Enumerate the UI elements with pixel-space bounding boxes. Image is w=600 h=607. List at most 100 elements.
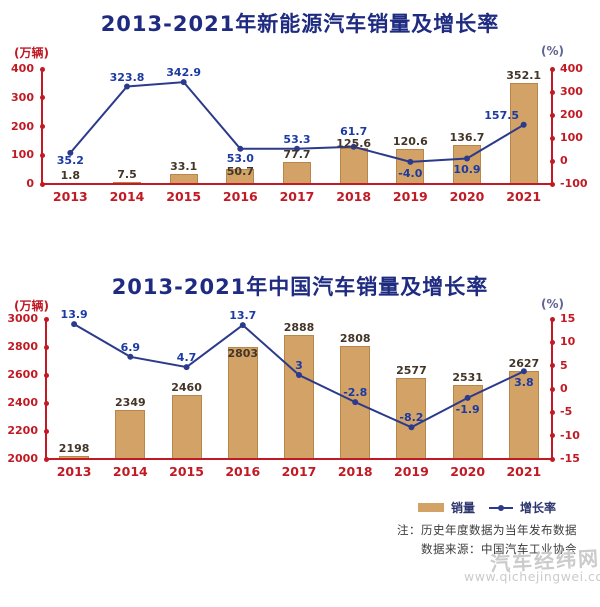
line-point [183, 364, 190, 371]
note-source-line1: 注：历史年度数据为当年发布数据 [397, 523, 577, 537]
y-axis-right-tick-label: 10 [560, 335, 576, 349]
legend-item-growth: 增长率 [489, 499, 556, 516]
y-axis-left-tick-label: 2200 [7, 424, 38, 437]
axis-tick-dot [39, 181, 45, 187]
line-value-label: -4.0 [398, 166, 423, 180]
axis-tick-dot [549, 386, 555, 392]
line-value-label: 157.5 [484, 108, 520, 122]
y-axis-right-tick-label: 0 [560, 154, 568, 167]
bar-value-label: 2888 [283, 320, 315, 334]
line-value-label: 53.3 [283, 132, 311, 146]
bar-value-label: 2627 [508, 357, 540, 371]
legend-item-sales: 销量 [418, 499, 475, 516]
axis-tick-dot [549, 89, 555, 95]
axis-tick-dot [43, 456, 49, 462]
axis-tick-dot [549, 158, 555, 164]
chart2-right-axis-unit: (%) [541, 297, 564, 311]
bar-value-label: 125.6 [336, 136, 372, 150]
year-label: 2020 [449, 189, 485, 204]
chart1-left-axis-unit: (万辆) [14, 46, 49, 60]
year-label: 2014 [112, 464, 148, 479]
axis-tick-dot [549, 66, 555, 72]
y-axis-right-tick-label: 100 [560, 131, 583, 144]
y-axis-left [45, 319, 47, 460]
bar-value-label: 2803 [227, 346, 259, 360]
y-axis-right-tick-label: 0 [560, 382, 568, 395]
footnotes: 注：历史年度数据为当年发布数据 数据来源：中国汽车工业协会 [397, 521, 577, 559]
y-axis-left-tick-label: 200 [11, 119, 34, 133]
year-label: 2016 [222, 189, 258, 204]
sales-bar [171, 394, 202, 459]
y-axis-right-tick-label: 15 [560, 312, 576, 325]
y-axis-left-tick-label: 3000 [7, 312, 38, 325]
bar-value-label: 77.7 [283, 147, 311, 161]
axis-tick-dot [549, 339, 555, 345]
x-axis [45, 458, 553, 460]
bar-value-label: 2577 [396, 364, 427, 378]
bar-value-label: 136.7 [449, 130, 485, 144]
line-point [464, 394, 471, 401]
growth-line-marker [489, 504, 514, 511]
y-axis-right-tick-label: -10 [560, 428, 580, 442]
chart2-left-axis-unit: (万辆) [14, 299, 49, 313]
line-value-label: 13.7 [229, 309, 257, 323]
line-value-label: 61.7 [340, 124, 368, 138]
bar-value-label: 2349 [115, 396, 146, 410]
y-axis-left-tick-label: 2000 [7, 452, 38, 465]
line-point [124, 83, 130, 90]
sales-bar [284, 334, 314, 459]
axis-tick-dot [549, 433, 555, 439]
legend-label-growth: 增长率 [520, 501, 557, 515]
y-axis-right-tick-label: -5 [560, 405, 573, 419]
year-label: 2014 [109, 189, 145, 204]
sales-bar [339, 147, 368, 184]
y-axis-right-tick-label: 5 [560, 358, 568, 372]
line-point [408, 424, 415, 431]
year-label: 2017 [281, 464, 317, 479]
year-label: 2019 [392, 189, 428, 204]
line-value-label: -8.2 [399, 411, 424, 425]
line-point [127, 353, 134, 360]
year-label: 2021 [506, 189, 542, 204]
year-label: 2018 [337, 464, 373, 479]
axis-tick-dot [39, 66, 45, 72]
line-point [239, 322, 246, 329]
line-value-label: 35.2 [56, 153, 84, 167]
y-axis-left-tick-label: 300 [11, 90, 34, 104]
y-axis-left-tick-label: 2800 [7, 340, 38, 353]
line-point [352, 399, 359, 406]
bar-value-label: 1.8 [60, 168, 81, 182]
y-axis-left-tick-label: 100 [11, 148, 34, 162]
line-value-label: 53.0 [226, 151, 254, 165]
y-axis-left-tick-label: 2400 [7, 396, 38, 409]
watermark-site-url: www.qichejingwei.com [464, 569, 600, 584]
year-label: 2017 [279, 189, 315, 204]
year-label: 2019 [394, 464, 429, 479]
growth-dot-icon [498, 504, 505, 511]
bar-value-label: 352.1 [506, 68, 542, 82]
y-axis-right-tick-label: -15 [560, 452, 580, 465]
line-point [67, 149, 74, 156]
line-value-label: 342.9 [166, 66, 202, 80]
sales-bar [115, 410, 146, 459]
y-axis-right-tick-label: 300 [560, 85, 583, 98]
line-point [520, 121, 527, 128]
line-point [294, 145, 300, 152]
chart2-title: 2013-2021年中国汽车销量及增长率 [111, 275, 489, 299]
year-label: 2015 [166, 189, 202, 204]
axis-tick-dot [549, 135, 555, 141]
line-value-label: 4.7 [176, 351, 197, 365]
bar-value-label: 2198 [58, 442, 90, 455]
year-label: 2013 [56, 464, 92, 479]
axis-tick-dot [549, 409, 555, 415]
year-label: 2018 [336, 189, 372, 204]
bar-value-label: 2460 [171, 380, 202, 394]
line-value-label: -1.9 [455, 402, 480, 416]
year-label: 2020 [450, 464, 486, 479]
line-value-label: 3 [295, 359, 303, 372]
line-point [296, 372, 302, 378]
line-value-label: 323.8 [109, 70, 145, 84]
axis-tick-dot [43, 400, 49, 406]
